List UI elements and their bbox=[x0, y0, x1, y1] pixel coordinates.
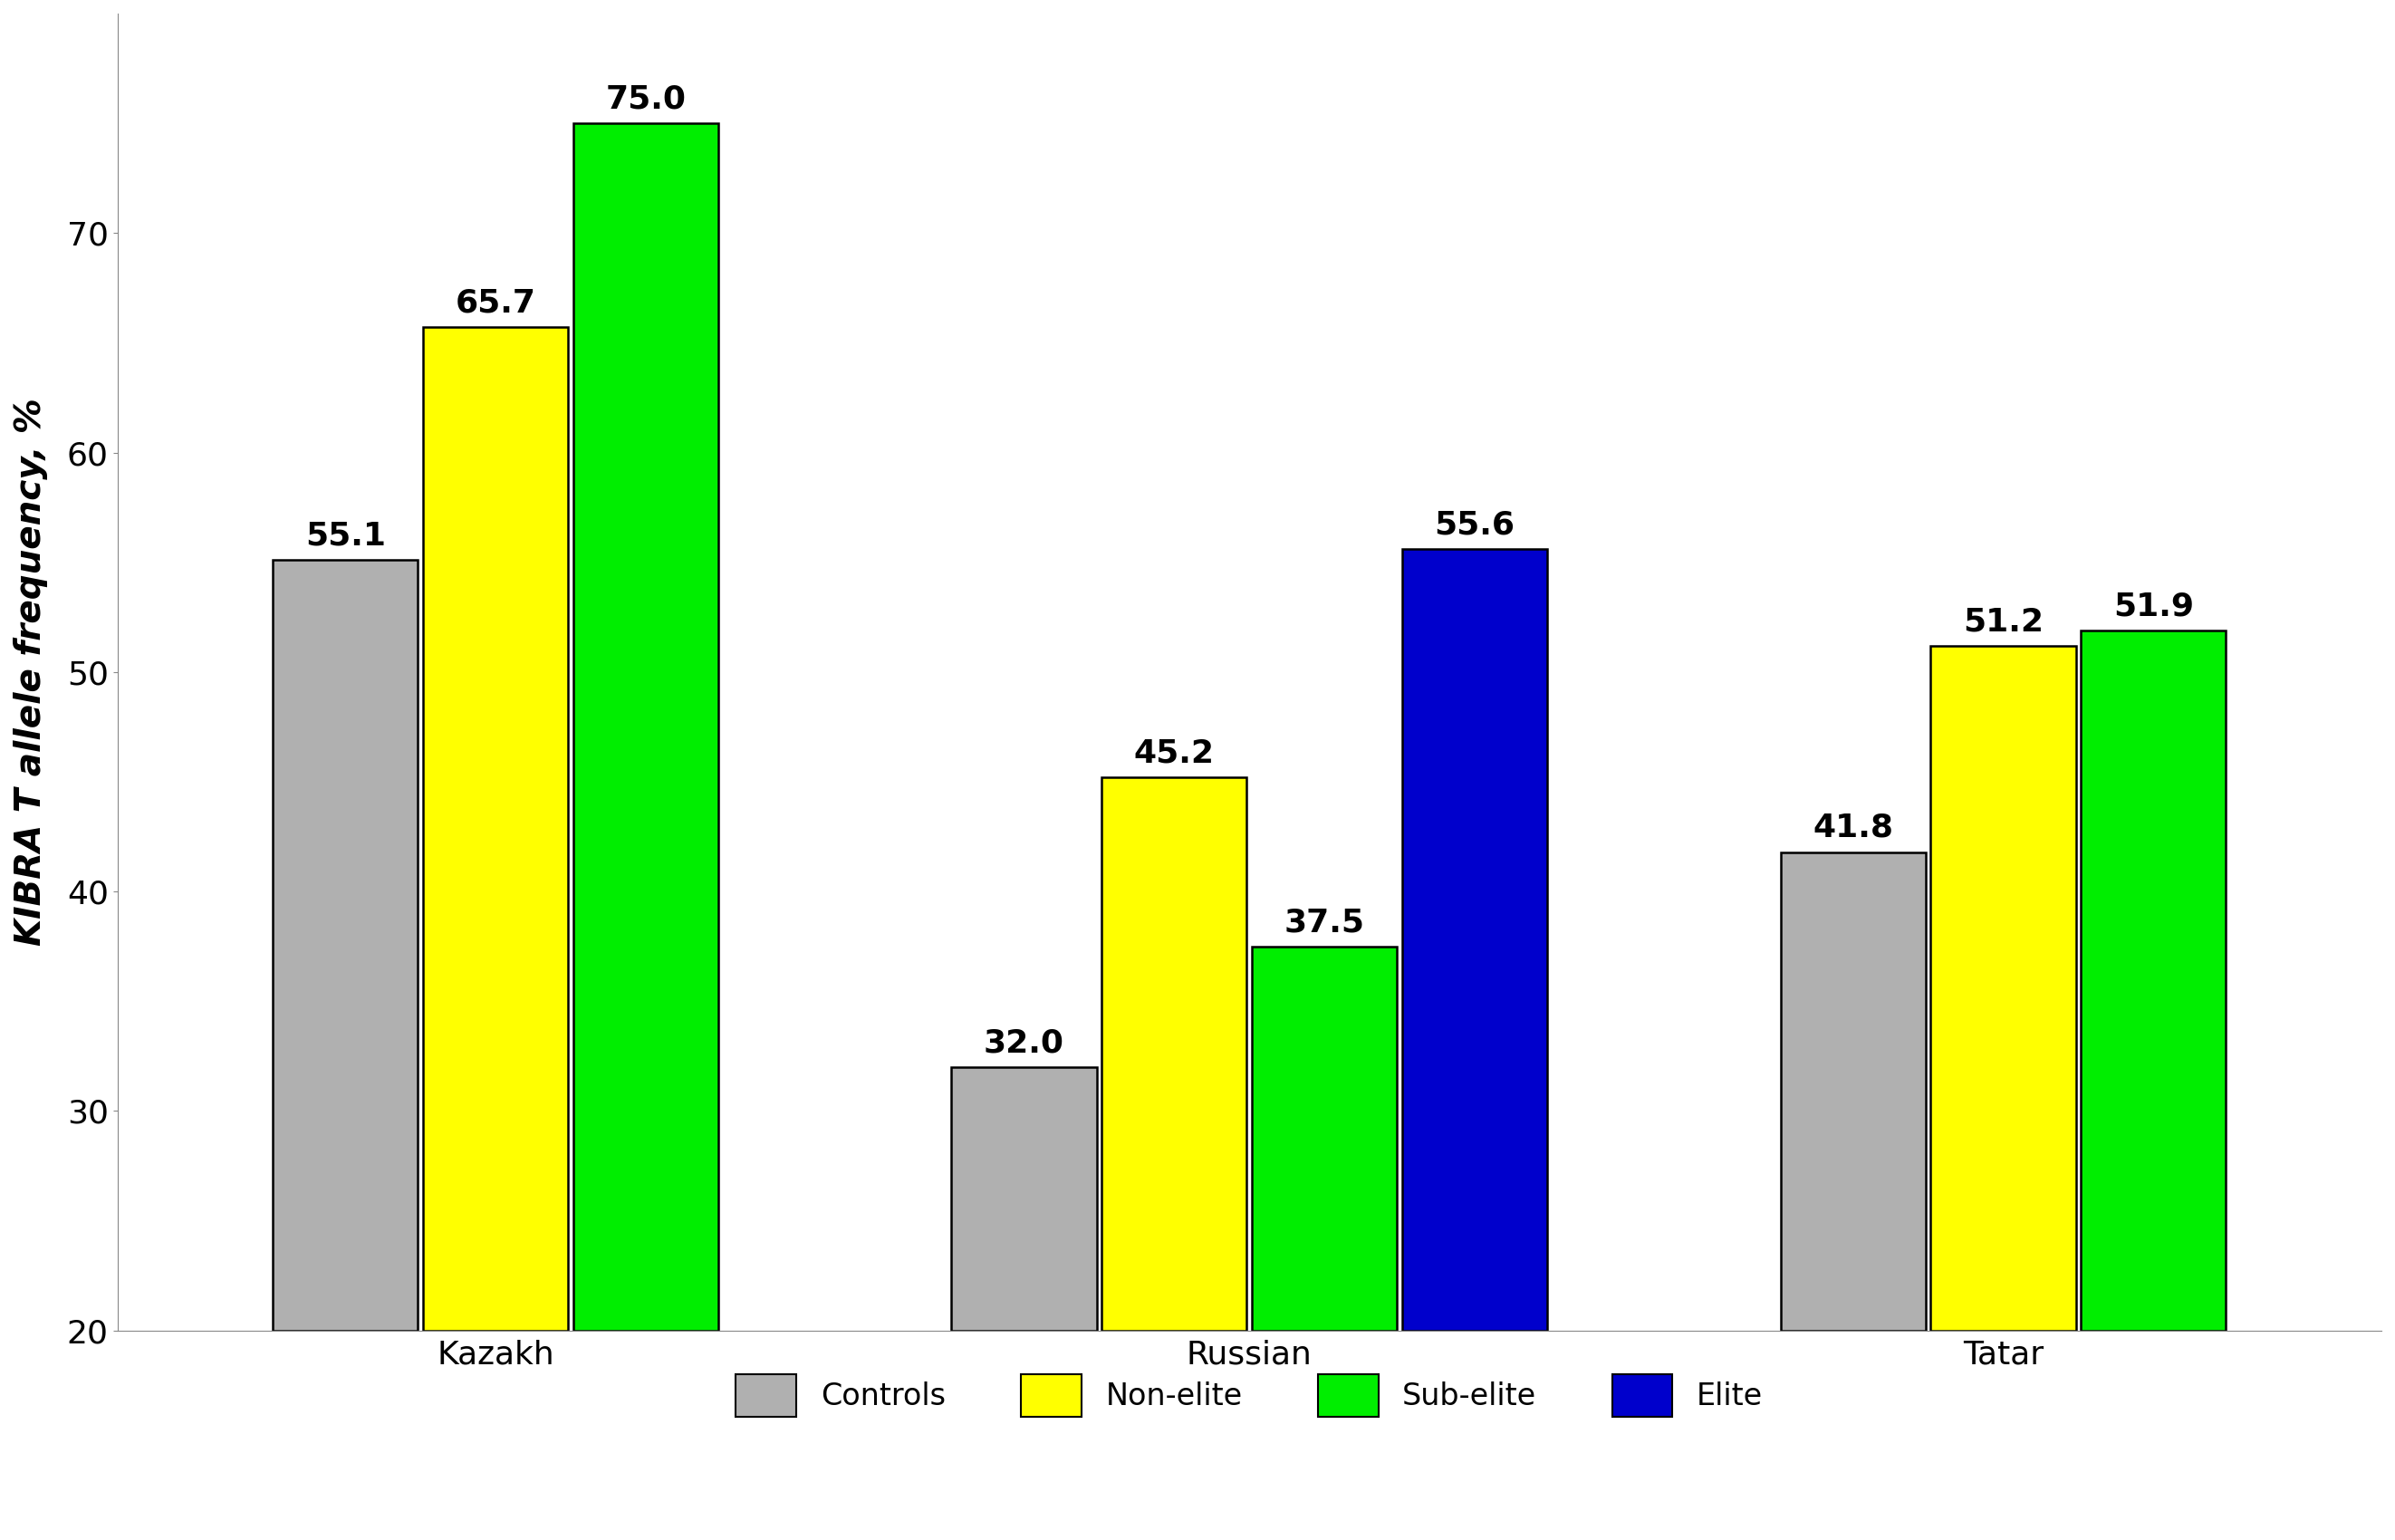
Bar bbox=[1102, 778, 1248, 1331]
Text: 41.8: 41.8 bbox=[1813, 813, 1894, 844]
Bar bbox=[2081, 630, 2225, 1331]
Bar bbox=[273, 561, 417, 1331]
Text: 51.9: 51.9 bbox=[2112, 591, 2194, 622]
Bar bbox=[1930, 645, 2076, 1331]
Bar bbox=[1401, 550, 1547, 1331]
Bar bbox=[951, 1067, 1097, 1331]
Bar bbox=[424, 328, 568, 1331]
Bar bbox=[1779, 852, 1926, 1331]
Bar bbox=[572, 123, 718, 1331]
Text: 32.0: 32.0 bbox=[984, 1027, 1063, 1058]
Text: 37.5: 37.5 bbox=[1284, 907, 1365, 938]
Bar bbox=[1253, 947, 1396, 1331]
Text: 55.6: 55.6 bbox=[1435, 510, 1516, 541]
Text: 55.1: 55.1 bbox=[304, 521, 386, 551]
Text: 65.7: 65.7 bbox=[455, 288, 536, 319]
Text: 45.2: 45.2 bbox=[1133, 738, 1214, 768]
Legend: Controls, Non-elite, Sub-elite, Elite: Controls, Non-elite, Sub-elite, Elite bbox=[707, 1344, 1794, 1448]
Y-axis label: KIBRA T allele frequency, %: KIBRA T allele frequency, % bbox=[14, 397, 48, 946]
Text: 51.2: 51.2 bbox=[1964, 607, 2043, 638]
Text: 75.0: 75.0 bbox=[606, 83, 685, 114]
